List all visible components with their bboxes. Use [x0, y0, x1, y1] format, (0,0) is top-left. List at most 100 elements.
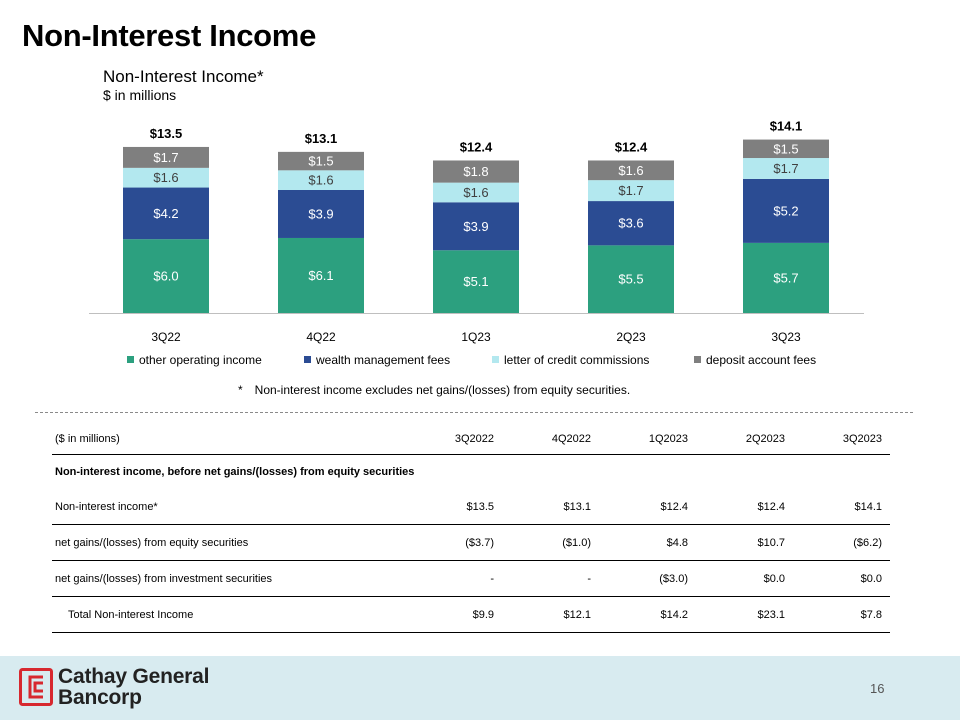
page-title: Non-Interest Income: [22, 18, 317, 53]
data-label: $5.7: [773, 270, 798, 285]
data-label: $1.8: [463, 164, 488, 179]
bar-segment: [588, 180, 674, 202]
table-cell: $0.0: [793, 560, 890, 597]
total-label: $12.4: [615, 139, 648, 154]
table-cell: $23.1: [696, 596, 793, 633]
data-label: $5.1: [463, 274, 488, 289]
table-column-header: 1Q2023: [599, 424, 696, 455]
data-label: $1.6: [463, 185, 488, 200]
legend-label: wealth management fees: [315, 353, 450, 367]
table-cell: ($3.0): [599, 560, 696, 597]
table-header-label: ($ in millions): [52, 424, 405, 455]
table-header-row: ($ in millions) 3Q2022 4Q2022 1Q2023 2Q2…: [52, 424, 890, 455]
brand-name-line1: Cathay General: [58, 665, 210, 688]
table-cell: $13.1: [502, 489, 599, 525]
bar-segment: [278, 170, 364, 190]
section-divider: [35, 412, 913, 413]
data-label: $5.2: [773, 203, 798, 218]
data-label: $3.6: [618, 216, 643, 231]
x-tick-label: 4Q22: [306, 330, 336, 344]
data-label: $1.7: [773, 161, 798, 176]
table-cell: -: [502, 560, 599, 597]
chart-subtitle: $ in millions: [103, 87, 177, 103]
table-section-label: Non-interest income, before net gains/(l…: [55, 466, 415, 478]
bar-segment: [123, 167, 209, 188]
bar-segment: [743, 242, 829, 313]
data-label: $1.6: [153, 170, 178, 185]
chart-footnote: * Non-interest income excludes net gains/…: [238, 383, 630, 397]
bar-segment: [743, 158, 829, 179]
data-label: $3.9: [463, 219, 488, 234]
data-label: $6.1: [308, 268, 333, 283]
table-cell: $12.4: [696, 489, 793, 525]
table-column-header: 3Q2022: [405, 424, 502, 455]
legend-label: other operating income: [139, 353, 262, 367]
data-label: $3.9: [308, 206, 333, 221]
table-cell: $9.9: [405, 596, 502, 633]
bar-segment: [743, 178, 829, 243]
x-tick-label: 1Q23: [461, 330, 491, 344]
table-cell: $14.2: [599, 596, 696, 633]
table-cell: ($3.7): [405, 524, 502, 561]
bar-segment: [278, 237, 364, 313]
table-column-header: 4Q2022: [502, 424, 599, 455]
table-cell: $0.0: [696, 560, 793, 597]
table-total-row: Total Non-interest Income $9.9 $12.1 $14…: [52, 596, 890, 633]
x-tick-label: 3Q23: [771, 330, 801, 344]
table-cell: $4.8: [599, 524, 696, 561]
income-table: ($ in millions) 3Q2022 4Q2022 1Q2023 2Q2…: [52, 424, 890, 633]
bar-segment: [278, 190, 364, 238]
data-label: $1.5: [308, 154, 333, 169]
row-label: Total Non-interest Income: [52, 596, 405, 633]
footer-band: [0, 656, 960, 720]
table-column-header: 2Q2023: [696, 424, 793, 455]
page-number: 16: [870, 681, 885, 696]
data-label: $1.7: [618, 183, 643, 198]
total-label: $13.5: [150, 126, 183, 141]
data-label: $4.2: [153, 206, 178, 221]
legend-swatch: [492, 356, 499, 363]
bar-segment: [123, 146, 209, 168]
table-cell: ($6.2): [793, 524, 890, 561]
table-cell: $12.4: [599, 489, 696, 525]
table-cell: $13.5: [405, 489, 502, 525]
data-label: $5.5: [618, 272, 643, 287]
total-label: $12.4: [460, 139, 493, 154]
row-label: Non-interest income*: [52, 489, 405, 525]
table-cell: $12.1: [502, 596, 599, 633]
table-cell: $7.8: [793, 596, 890, 633]
bar-segment: [123, 239, 209, 313]
table-section-row: Non-interest income, before net gains/(l…: [52, 455, 890, 490]
data-label: $1.7: [153, 150, 178, 165]
bar-segment: [433, 250, 519, 313]
bar-segment: [588, 201, 674, 246]
legend-label: deposit account fees: [706, 353, 816, 367]
total-label: $13.1: [305, 131, 338, 146]
legend-swatch: [304, 356, 311, 363]
table-cell: -: [405, 560, 502, 597]
bar-segment: [743, 139, 829, 159]
table-cell: $10.7: [696, 524, 793, 561]
stacked-bar-chart: $6.0 $4.2 $1.6 $1.7 $13.5 3Q22 $6.1 $3.9 $1.6 $1.…: [89, 119, 864, 367]
bar-segment: [588, 160, 674, 181]
legend-swatch: [694, 356, 701, 363]
x-tick-label: 2Q23: [616, 330, 646, 344]
table-cell: $14.1: [793, 489, 890, 525]
bar-segment: [278, 151, 364, 171]
footnote-marker: *: [238, 383, 243, 397]
chart-title: Non-Interest Income*: [103, 67, 264, 86]
data-label: $6.0: [153, 269, 178, 284]
table-row: net gains/(losses) from investment secur…: [52, 560, 890, 597]
data-label: $1.5: [773, 141, 798, 156]
data-label: $1.6: [308, 173, 333, 188]
bar-segment: [433, 160, 519, 183]
brand-name-line2: Bancorp: [58, 686, 142, 709]
table-column-header: 3Q2023: [793, 424, 890, 455]
footnote-text: Non-interest income excludes net gains/(…: [254, 383, 631, 397]
bar-segment: [588, 245, 674, 313]
table-row: Non-interest income* $13.5 $13.1 $12.4 $…: [52, 489, 890, 525]
table-cell: ($1.0): [502, 524, 599, 561]
bar-segment: [123, 187, 209, 240]
bar-segment: [433, 182, 519, 203]
row-label: net gains/(losses) from investment secur…: [52, 560, 405, 597]
